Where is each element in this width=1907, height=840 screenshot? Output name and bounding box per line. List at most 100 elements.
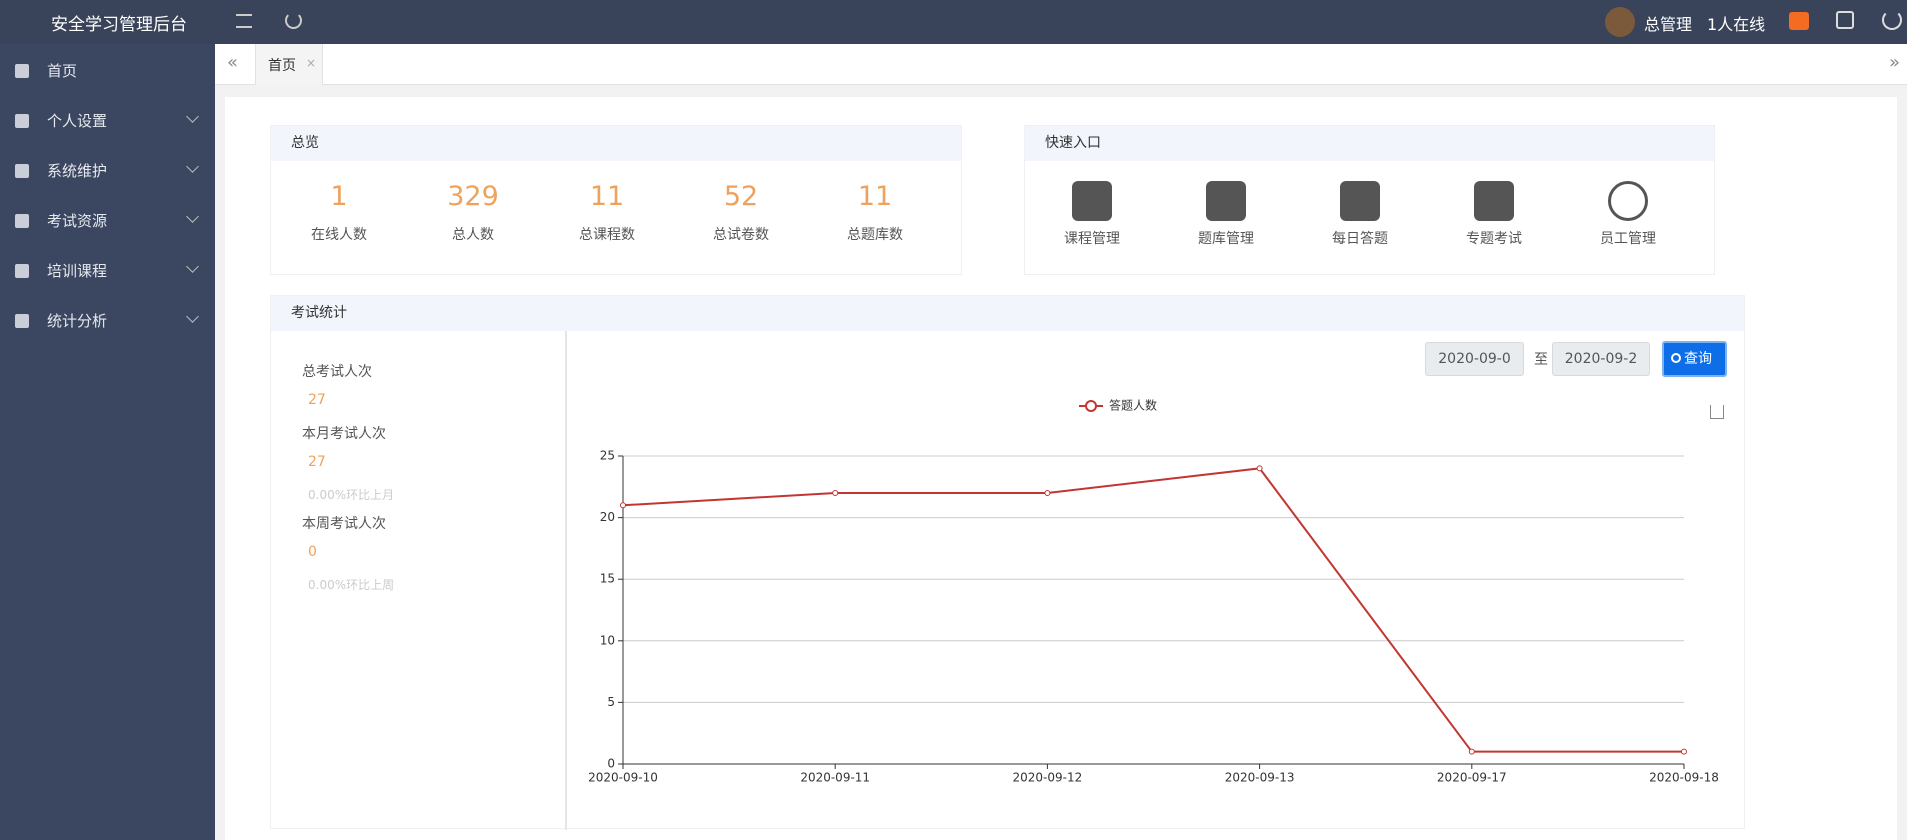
legend-label: 答题人数 [1109,398,1157,413]
point [1044,489,1051,496]
date-from[interactable]: 2020-09-0 [1425,342,1524,376]
stat-value: 52 [723,181,759,212]
menu-label: 培训课程 [47,262,108,280]
tab-scroll-right[interactable]: » [1889,52,1901,73]
stat-value: 27 [308,392,326,408]
search-icon [1671,353,1681,363]
quick-label[interactable]: 题库管理 [1198,231,1254,247]
quick-icon[interactable] [1206,181,1246,221]
stat-label: 本周考试人次 [302,516,386,532]
stat-label: 总考试人次 [302,364,372,380]
icon [15,314,29,328]
chevron [186,210,199,223]
menu-item[interactable]: 个人设置 [0,96,215,146]
y-tick-label: 25 [600,449,615,463]
date-to[interactable]: 2020-09-2 [1552,342,1650,376]
chevron [186,260,199,273]
quick-label[interactable]: 每日答题 [1332,231,1388,247]
quick-icon[interactable] [1340,181,1380,221]
icon [15,164,29,178]
quick-icon[interactable] [1072,181,1112,221]
menu-item[interactable]: 系统维护 [0,146,215,196]
menu-label: 统计分析 [47,312,108,330]
stat-label: 总人数 [452,227,494,243]
quick-icon[interactable] [1608,181,1648,221]
stat-value: 27 [308,454,326,470]
menu-item[interactable]: 考试资源 [0,196,215,246]
stat-compare: 0.00%环比上月 [308,488,395,502]
app-title: 安全学习管理后台 [51,15,187,35]
overview-panel: 总览 1 在线人数 329 总人数 11 总课程数 52 总试卷数 11 总题库数 [270,125,962,275]
stat-value: 1 [330,181,348,212]
point [1256,465,1263,472]
x-tick-label: 2020-09-11 [800,771,870,785]
panel-title: 总览 [271,126,961,161]
exam-stats-panel: 考试统计 总考试人次 27 本月考试人次 27 0.00%环比上月 本周考试人次… [270,295,1745,830]
y-tick-label: 0 [607,757,615,771]
download-button[interactable] [1710,405,1724,419]
icon [15,264,29,278]
stat-value: 11 [857,181,893,212]
avatar [1605,7,1635,37]
tab-scroll-left[interactable]: « [227,52,239,73]
menu-toggle[interactable] [236,14,252,28]
panel-title: 考试统计 [271,296,1744,331]
stat-value: 0 [308,544,317,560]
y-tick-label: 10 [600,633,615,647]
menu-label: 首页 [47,62,78,80]
y-tick-label: 5 [607,695,615,709]
menu-label: 系统维护 [47,162,108,180]
quick-label[interactable]: 专题考试 [1466,231,1522,247]
tab-bar: « 首页 × » [215,44,1907,85]
stat-label: 总题库数 [847,227,903,243]
quick-label[interactable]: 员工管理 [1600,231,1656,247]
query-button[interactable]: 查询 [1662,341,1727,377]
date-separator: 至 [1534,352,1548,368]
quick-icon[interactable] [1474,181,1514,221]
refresh[interactable] [285,12,302,29]
fullscreen-button[interactable] [1836,11,1854,29]
theme-button[interactable] [1789,12,1809,30]
sidebar: 首页 个人设置 系统维护 考试资源 培训课程 统计分析 [0,44,215,840]
stat-label: 总试卷数 [713,227,769,243]
line [622,467,1684,753]
button-label: 查询 [1684,351,1712,367]
icon [15,214,29,228]
menu-item[interactable]: 培训课程 [0,246,215,296]
point [1468,748,1475,755]
chevron [186,160,199,173]
quick-label[interactable]: 课程管理 [1064,231,1120,247]
x-tick-label: 2020-09-10 [588,771,658,785]
point [832,489,839,496]
header: 安全学习管理后台 总管理 1人在线 [0,0,1907,44]
divider [565,331,567,830]
chart: 0 5 10 15 20 25 2020-09-10 2020-09-11 2020-09-12… [588,398,1719,785]
x-tick-label: 2020-09-13 [1225,771,1295,785]
menu-item[interactable]: 统计分析 [0,296,215,346]
menu-item[interactable]: 首页 [0,46,215,96]
tab[interactable]: 首页 × [255,44,323,85]
stat-value: 329 [447,181,499,212]
stat-label: 在线人数 [311,227,367,243]
online-count: 1人在线 [1707,15,1766,34]
logout-button[interactable] [1882,10,1902,30]
user-name[interactable]: 总管理 [1644,15,1693,34]
menu-label: 考试资源 [47,212,108,230]
y-tick-label: 15 [600,572,615,586]
icon [15,64,29,78]
menu-label: 个人设置 [47,112,108,130]
stat-value: 11 [589,181,625,212]
point [620,502,626,509]
x-tick-label: 2020-09-17 [1437,771,1507,785]
legend-marker [1085,400,1097,412]
quick-entry-panel: 快速入口 课程管理 题库管理 每日答题 专题考试 员工管理 [1024,125,1715,275]
tab-label: 首页 [268,58,296,74]
chevron [186,310,199,323]
icon [15,114,29,128]
stat-label: 总课程数 [579,227,635,243]
x-tick-label: 2020-09-18 [1649,771,1719,785]
point [1681,748,1687,755]
panel-title: 快速入口 [1025,126,1714,161]
tab-close[interactable]: × [306,56,317,70]
